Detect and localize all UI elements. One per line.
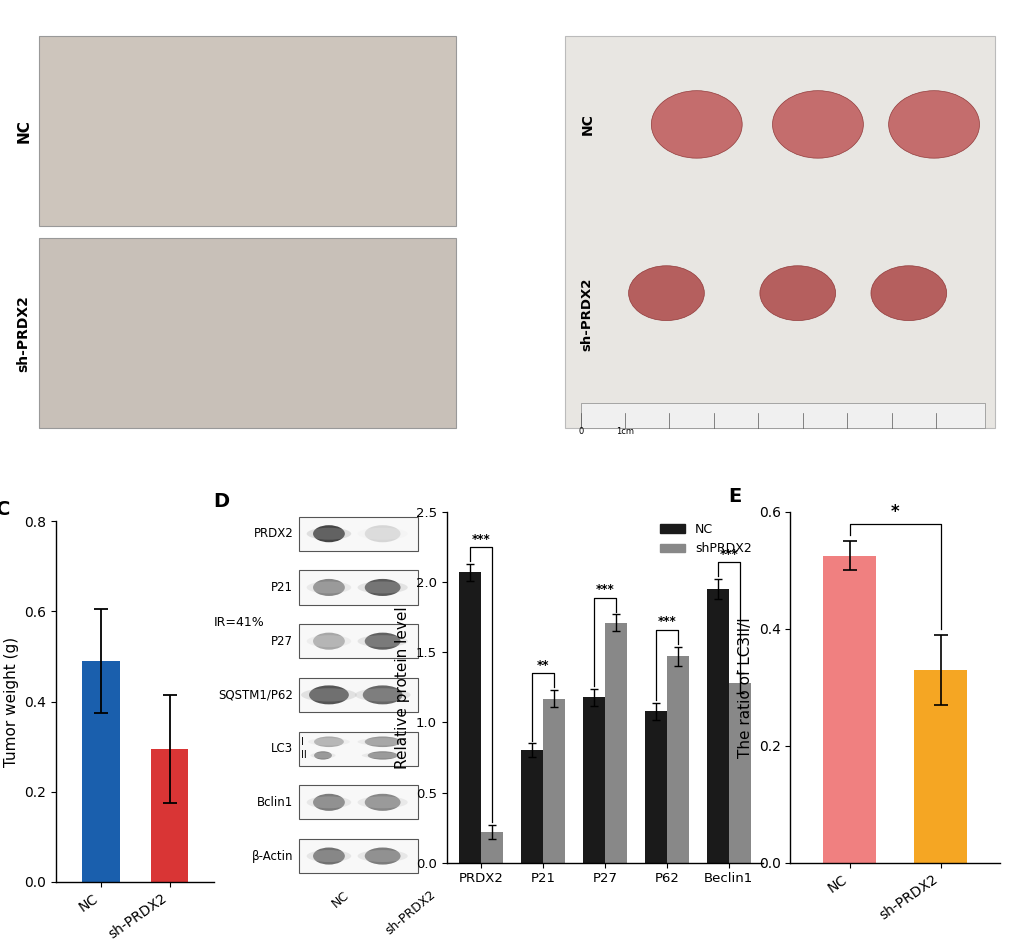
Text: Bclin1: Bclin1: [257, 795, 292, 809]
Ellipse shape: [307, 528, 351, 539]
Text: ***: ***: [471, 533, 490, 546]
FancyBboxPatch shape: [299, 839, 418, 873]
Text: sh-PRDX2: sh-PRDX2: [16, 295, 31, 372]
Text: I: I: [301, 737, 304, 747]
Ellipse shape: [358, 738, 408, 745]
FancyBboxPatch shape: [299, 517, 418, 551]
Ellipse shape: [307, 796, 351, 809]
Text: E: E: [728, 487, 740, 506]
Ellipse shape: [313, 632, 344, 649]
Ellipse shape: [365, 525, 400, 542]
Ellipse shape: [358, 796, 408, 809]
FancyBboxPatch shape: [565, 36, 994, 428]
Text: ***: ***: [595, 583, 613, 596]
Bar: [82, 661, 119, 882]
Y-axis label: Tumor weight (g): Tumor weight (g): [4, 636, 18, 767]
Ellipse shape: [314, 751, 331, 759]
Text: *: *: [890, 503, 899, 521]
Ellipse shape: [368, 751, 397, 759]
Y-axis label: The ratio of LC3II/I: The ratio of LC3II/I: [738, 617, 752, 757]
Text: 0: 0: [578, 428, 583, 436]
Text: IR=41%: IR=41%: [214, 616, 265, 629]
Ellipse shape: [313, 793, 344, 811]
Text: II: II: [301, 751, 307, 760]
Bar: [480, 831, 502, 863]
FancyBboxPatch shape: [299, 624, 418, 658]
Ellipse shape: [870, 265, 946, 320]
Ellipse shape: [358, 850, 408, 862]
FancyBboxPatch shape: [299, 678, 418, 712]
Bar: [583, 697, 604, 863]
Text: 1cm: 1cm: [615, 428, 634, 436]
Ellipse shape: [628, 265, 704, 320]
Text: LC3: LC3: [271, 742, 292, 756]
Ellipse shape: [308, 738, 350, 745]
Ellipse shape: [365, 848, 400, 865]
Bar: [729, 684, 750, 863]
Text: D: D: [213, 492, 229, 511]
Text: sh-PRDX2: sh-PRDX2: [580, 278, 593, 351]
FancyBboxPatch shape: [299, 571, 418, 605]
Bar: [706, 589, 729, 863]
Text: NC: NC: [329, 888, 351, 910]
Ellipse shape: [362, 753, 404, 758]
FancyBboxPatch shape: [39, 36, 455, 226]
Ellipse shape: [301, 688, 357, 702]
Text: ***: ***: [718, 548, 738, 561]
Text: P21: P21: [271, 581, 292, 594]
Ellipse shape: [363, 685, 403, 704]
Ellipse shape: [365, 737, 400, 747]
Ellipse shape: [313, 579, 344, 596]
Text: ***: ***: [657, 615, 676, 629]
Text: NC: NC: [16, 118, 32, 143]
Ellipse shape: [888, 91, 978, 158]
Ellipse shape: [309, 685, 348, 704]
Ellipse shape: [310, 753, 335, 758]
FancyBboxPatch shape: [39, 238, 455, 428]
Bar: [459, 573, 480, 863]
Text: SQSTM1/P62: SQSTM1/P62: [218, 688, 292, 702]
Text: PRDX2: PRDX2: [253, 527, 292, 540]
Ellipse shape: [307, 850, 351, 862]
Ellipse shape: [313, 525, 344, 542]
Ellipse shape: [358, 635, 408, 647]
Text: C: C: [0, 500, 10, 519]
Ellipse shape: [759, 265, 835, 320]
Text: sh-PRDX2: sh-PRDX2: [382, 888, 437, 938]
Bar: [645, 711, 666, 863]
Ellipse shape: [651, 91, 742, 158]
FancyBboxPatch shape: [299, 732, 418, 766]
Bar: [666, 656, 688, 863]
Bar: [913, 669, 966, 863]
Text: β-Actin: β-Actin: [252, 849, 292, 863]
FancyBboxPatch shape: [299, 785, 418, 819]
Text: P27: P27: [271, 634, 292, 647]
Ellipse shape: [365, 579, 400, 596]
Y-axis label: Relative protein level: Relative protein level: [395, 606, 410, 769]
Bar: [521, 751, 542, 863]
Bar: [151, 749, 189, 882]
Ellipse shape: [358, 528, 408, 539]
Bar: [542, 699, 564, 863]
Bar: [822, 556, 875, 863]
Text: NC: NC: [580, 114, 594, 136]
Ellipse shape: [313, 848, 344, 865]
Ellipse shape: [307, 635, 351, 647]
Ellipse shape: [365, 632, 400, 649]
Ellipse shape: [358, 581, 408, 593]
Ellipse shape: [771, 91, 862, 158]
Text: **: **: [536, 659, 548, 672]
Legend: NC, shPRDX2: NC, shPRDX2: [654, 519, 756, 560]
Ellipse shape: [365, 793, 400, 811]
Ellipse shape: [314, 737, 343, 747]
Bar: [604, 623, 626, 863]
Ellipse shape: [307, 581, 351, 593]
Ellipse shape: [355, 688, 410, 702]
FancyBboxPatch shape: [580, 403, 983, 428]
